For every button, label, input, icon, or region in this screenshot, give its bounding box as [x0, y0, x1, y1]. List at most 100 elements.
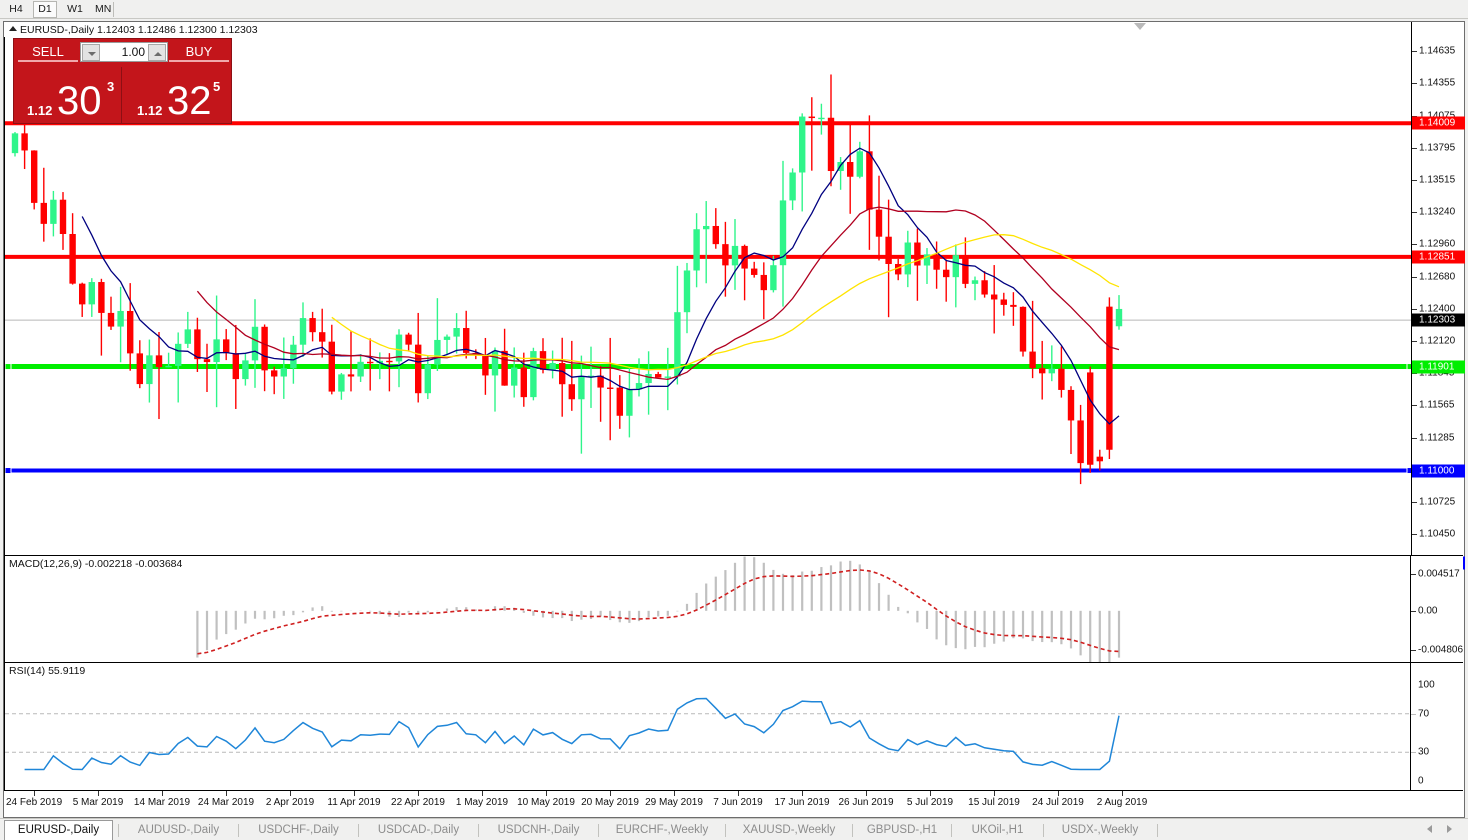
price-axis-label: 1.13795 — [1419, 142, 1456, 154]
price-axis-tick — [1412, 180, 1417, 182]
price-axis-label: 1.12680 — [1419, 271, 1456, 283]
crosshair-marker-icon — [1134, 23, 1146, 30]
chart-header: EURUSD-,Daily 1.12403 1.12486 1.12300 1.… — [4, 22, 1463, 37]
volume-decrement-button[interactable] — [82, 44, 100, 61]
chart-tab-usdx-weekly[interactable]: USDX-,Weekly — [1061, 824, 1139, 836]
line-anchor-handle[interactable] — [1406, 363, 1413, 371]
line-anchor-handle[interactable] — [1406, 467, 1413, 475]
timeframe-button-h4[interactable]: H4 — [9, 3, 23, 15]
rsi-axis-label: 100 — [1418, 679, 1435, 691]
chart-tab-usdcad-daily[interactable]: USDCAD-,Daily — [377, 824, 460, 836]
line-anchor-handle[interactable] — [5, 467, 12, 475]
timeframe-toolbar: H4 D1 W1 MN — [0, 0, 1468, 19]
price-level-badge[interactable]: 1.11901 — [1412, 360, 1465, 374]
sell-price-pips: 30 — [57, 79, 102, 123]
sell-price-prefix: 1.12 — [27, 103, 53, 118]
price-axis-label: 1.10725 — [1419, 496, 1456, 508]
chart-tab-bar: EURUSD-,Daily AUDUSD-,Daily USDCHF-,Daily U… — [0, 818, 1468, 840]
sell-label[interactable]: SELL — [18, 42, 78, 62]
chart-tab-ukoil-h1[interactable]: UKOil-,H1 — [971, 824, 1024, 836]
price-axis-tick — [1412, 115, 1417, 117]
sell-price-fraction: 3 — [107, 79, 115, 94]
macd-axis: 0.004517 0.00 -0.004806 — [1410, 556, 1463, 662]
price-axis-tick — [1412, 534, 1417, 535]
date-axis-label: 24 Jul 2019 — [1032, 797, 1084, 808]
date-axis-tick — [98, 791, 99, 796]
date-axis-label: 1 May 2019 — [455, 797, 509, 808]
macd-histogram — [196, 556, 1121, 662]
chart-tab-xauusd-weekly[interactable]: XAUUSD-,Weekly — [742, 824, 836, 836]
collapse-triangle-icon[interactable] — [9, 26, 17, 31]
tab-scroll-left-icon[interactable] — [1427, 825, 1432, 833]
price-axis[interactable]: 1.14635 1.14355 1.14075 1.13795 1.13515 1.132… — [1411, 22, 1465, 570]
date-axis-label: 24 Mar 2019 — [197, 797, 255, 808]
tab-divider — [238, 824, 239, 837]
chart-tab-usdcnh-daily[interactable]: USDCNH-,Daily — [497, 824, 580, 836]
chart-tab-gbpusd-h1[interactable]: GBPUSD-,H1 — [866, 824, 938, 836]
macd-plot[interactable] — [4, 556, 1410, 662]
buy-price-pips: 32 — [167, 79, 212, 123]
date-axis-label: 29 May 2019 — [645, 797, 703, 808]
volume-increment-button[interactable] — [148, 44, 166, 61]
date-axis-tick — [1058, 791, 1059, 796]
date-axis-label: 14 Mar 2019 — [133, 797, 191, 808]
rsi-title: RSI(14) 55.9119 — [9, 665, 86, 677]
chart-tab-audusd-daily[interactable]: AUDUSD-,Daily — [137, 824, 220, 836]
buy-label[interactable]: BUY — [169, 42, 229, 62]
tab-divider — [358, 824, 359, 837]
timeframe-button-d1[interactable]: D1 — [33, 1, 57, 18]
rsi-axis-label: 70 — [1418, 708, 1430, 720]
price-axis-tick — [1412, 341, 1417, 343]
tab-divider — [478, 824, 479, 837]
date-axis-label: 11 Apr 2019 — [327, 797, 381, 808]
date-axis-label: 20 May 2019 — [581, 797, 639, 808]
one-click-trading-panel[interactable]: SELL 1.00 BUY 1.12 30 3 1.12 32 5 — [13, 38, 232, 124]
one-click-top-row: SELL 1.00 BUY — [14, 39, 233, 65]
buy-price-fraction: 5 — [213, 79, 221, 94]
chart-tab-eurchf-weekly[interactable]: EURCHF-,Weekly — [615, 824, 709, 836]
symbol-ohlc-label: EURUSD-,Daily 1.12403 1.12486 1.12300 1.… — [20, 24, 258, 36]
price-chart-plot[interactable] — [4, 37, 1413, 555]
candlestick-series — [11, 74, 1123, 485]
date-axis-tick — [354, 791, 355, 796]
price-axis-tick — [1412, 51, 1417, 52]
price-axis-tick — [1412, 83, 1417, 85]
line-anchor-handle[interactable] — [5, 363, 12, 371]
chevron-down-icon — [88, 52, 96, 56]
volume-input[interactable]: 1.00 — [80, 42, 168, 62]
date-axis-tick — [1122, 791, 1123, 796]
date-axis-label: 2 Aug 2019 — [1096, 797, 1148, 808]
date-axis-tick — [866, 791, 867, 796]
date-axis-label: 22 Apr 2019 — [391, 797, 445, 808]
date-axis-tick — [418, 791, 419, 796]
date-axis-label: 5 Jul 2019 — [906, 797, 954, 808]
price-axis-label: 1.12400 — [1419, 303, 1456, 315]
timeframe-button-mn[interactable]: MN — [95, 3, 112, 15]
toolbar-divider — [113, 2, 114, 17]
date-axis-label: 7 Jun 2019 — [713, 797, 763, 808]
rsi-line — [24, 697, 1120, 771]
price-axis-tick — [1412, 276, 1417, 278]
sell-price-button[interactable]: 1.12 30 3 — [15, 67, 122, 124]
price-level-badge[interactable]: 1.12303 — [1412, 313, 1465, 327]
timeframe-button-w1[interactable]: W1 — [67, 3, 83, 15]
rsi-pane: RSI(14) 55.9119 100 70 30 0 — [4, 662, 1463, 790]
volume-value: 1.00 — [121, 45, 145, 59]
price-level-badge[interactable]: 1.12851 — [1412, 250, 1465, 264]
chart-tab-usdchf-daily[interactable]: USDCHF-,Daily — [258, 824, 339, 836]
price-level-badge[interactable]: 1.14009 — [1412, 116, 1465, 130]
price-level-badge[interactable]: 1.11000 — [1412, 464, 1465, 478]
chart-tab-eurusd-daily[interactable]: EURUSD-,Daily — [4, 820, 113, 840]
date-axis-tick — [738, 791, 739, 796]
price-axis-label: 1.12960 — [1419, 238, 1456, 250]
buy-price-button[interactable]: 1.12 32 5 — [125, 67, 232, 124]
tab-scroll-right-icon[interactable] — [1447, 825, 1452, 833]
price-axis-tick — [1412, 212, 1417, 213]
date-axis-tick — [674, 791, 675, 796]
tab-divider — [852, 824, 853, 837]
date-axis-label: 15 Jul 2019 — [968, 797, 1020, 808]
date-axis-tick — [994, 791, 995, 796]
moving-average-line-0 — [81, 147, 1120, 425]
rsi-plot[interactable] — [4, 663, 1410, 790]
